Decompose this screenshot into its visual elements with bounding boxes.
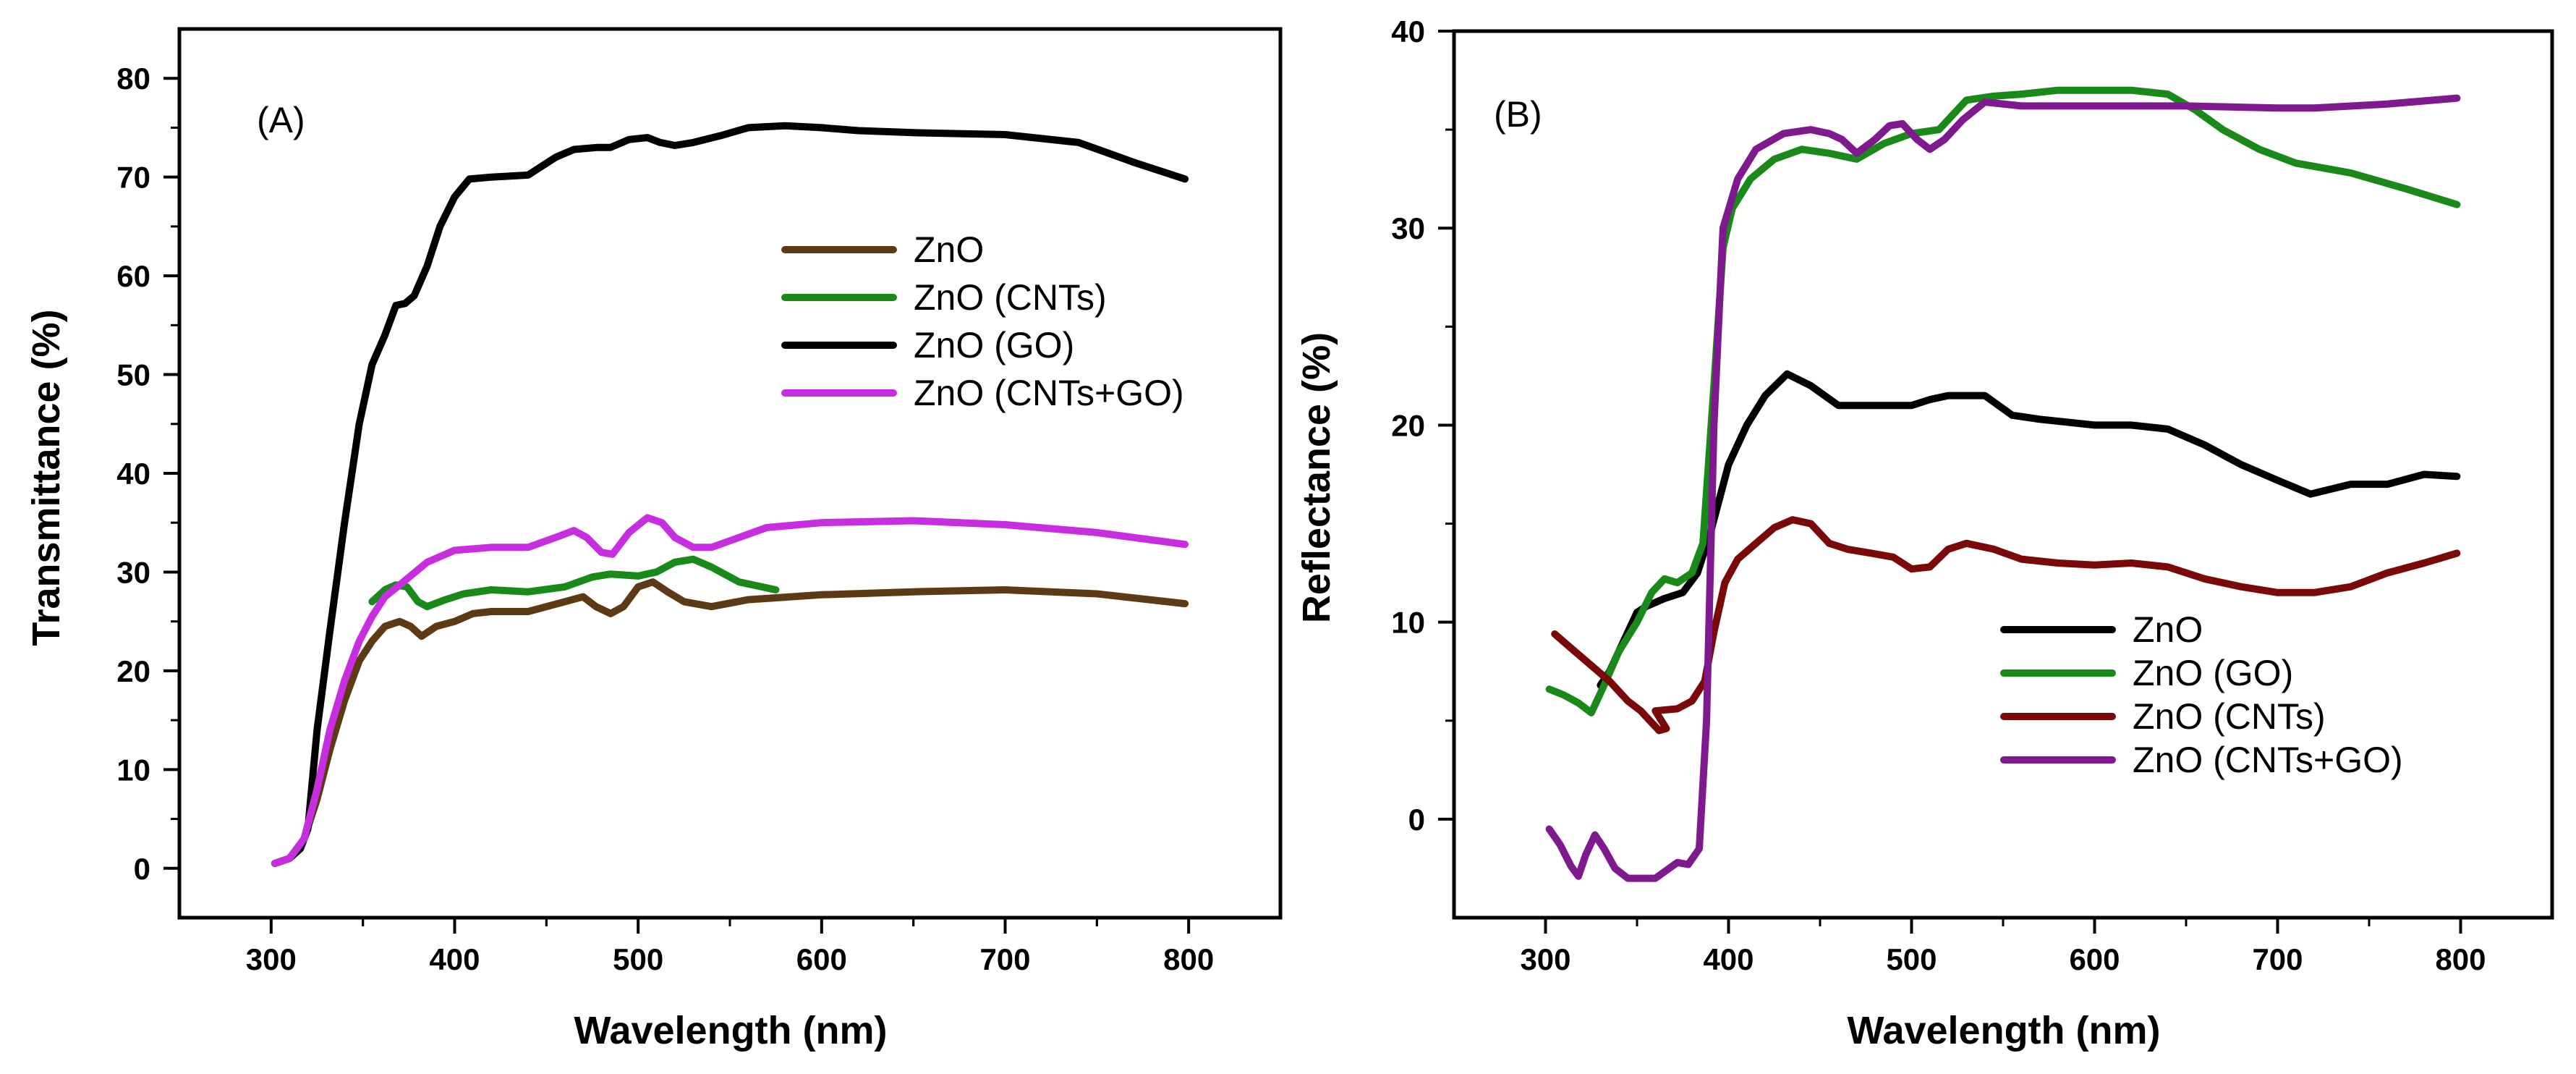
x-tick-label: 800 bbox=[1163, 942, 1214, 976]
series-line-zno bbox=[271, 578, 1189, 867]
panel-a-plot-frame bbox=[177, 27, 1283, 920]
y-tick-label: 0 bbox=[134, 852, 150, 886]
y-tick-label: 20 bbox=[1391, 408, 1425, 442]
legend-label: ZnO (GO) bbox=[914, 325, 1074, 365]
legend-label: ZnO (CNTs) bbox=[914, 277, 1107, 318]
x-tick-label: 600 bbox=[796, 942, 847, 976]
legend-label: ZnO (CNTs+GO) bbox=[914, 373, 1184, 413]
panel-a-legend: ZnO ZnO (CNTs) ZnO (GO) ZnO (CNTs+GO) bbox=[781, 229, 1184, 413]
x-tick-label: 500 bbox=[1886, 942, 1937, 976]
panel-b-y-axis-title: Reflectance (%) bbox=[1295, 332, 1338, 623]
y-tick-label: 50 bbox=[116, 358, 150, 392]
y-tick-label: 10 bbox=[1391, 606, 1425, 640]
legend-label: ZnO (CNTs+GO) bbox=[2133, 740, 2403, 780]
panel-a-ticks: 300 400 500 600 700 800 0 10 20 30 40 50 60 70 80 bbox=[116, 62, 1214, 976]
x-tick-label: 700 bbox=[979, 942, 1030, 976]
x-tick-label: 500 bbox=[613, 942, 663, 976]
panel-a-transmittance: (A) Transmittance (%) Wavelength (nm) 30… bbox=[25, 27, 1283, 1052]
y-tick-label: 80 bbox=[116, 62, 150, 96]
legend-label: ZnO bbox=[914, 229, 984, 270]
x-tick-label: 600 bbox=[2069, 942, 2120, 976]
panel-b-ticks: 300 400 500 600 700 800 0 10 20 30 40 bbox=[1391, 14, 2486, 976]
y-tick-label: 60 bbox=[116, 259, 150, 293]
panel-b-plot-frame bbox=[1452, 29, 2554, 920]
panel-b-label: (B) bbox=[1494, 94, 1542, 135]
series-line-zno-cnts-go bbox=[1545, 94, 2461, 882]
legend-label: ZnO (GO) bbox=[2133, 653, 2293, 693]
x-tick-label: 700 bbox=[2252, 942, 2303, 976]
y-tick-label: 10 bbox=[116, 753, 150, 787]
legend-label: ZnO bbox=[2133, 609, 2203, 650]
panel-a-y-axis-title: Transmittance (%) bbox=[25, 309, 68, 646]
series-line-zno-cnts bbox=[368, 555, 780, 611]
x-tick-label: 300 bbox=[246, 942, 297, 976]
x-tick-label: 400 bbox=[1703, 942, 1754, 976]
panel-b-x-axis-title: Wavelength (nm) bbox=[1847, 1009, 2160, 1052]
y-tick-label: 40 bbox=[116, 457, 150, 491]
series-line-zno-go bbox=[1545, 86, 2461, 716]
panel-b-series bbox=[1545, 86, 2461, 882]
series-line-zno-go bbox=[271, 122, 1189, 867]
x-tick-label: 800 bbox=[2435, 942, 2486, 976]
y-tick-label: 20 bbox=[116, 654, 150, 688]
y-tick-label: 30 bbox=[1391, 211, 1425, 245]
panel-b-reflectance: (B) Reflectance (%) Wavelength (nm) 300 4… bbox=[1295, 14, 2554, 1052]
legend-label: ZnO (CNTs) bbox=[2133, 696, 2326, 737]
y-tick-label: 70 bbox=[116, 161, 150, 195]
y-tick-label: 40 bbox=[1391, 14, 1425, 48]
x-tick-label: 400 bbox=[429, 942, 480, 976]
series-line-zno-cnts-go bbox=[271, 514, 1189, 867]
series-line-zno-cnts bbox=[1551, 516, 2461, 735]
panel-a-series bbox=[271, 122, 1189, 867]
series-line-zno bbox=[1597, 370, 2461, 689]
panel-a-x-axis-title: Wavelength (nm) bbox=[574, 1009, 887, 1052]
y-tick-label: 0 bbox=[1408, 803, 1425, 837]
y-tick-label: 30 bbox=[116, 555, 150, 589]
panel-a-label: (A) bbox=[257, 100, 305, 140]
x-tick-label: 300 bbox=[1520, 942, 1570, 976]
